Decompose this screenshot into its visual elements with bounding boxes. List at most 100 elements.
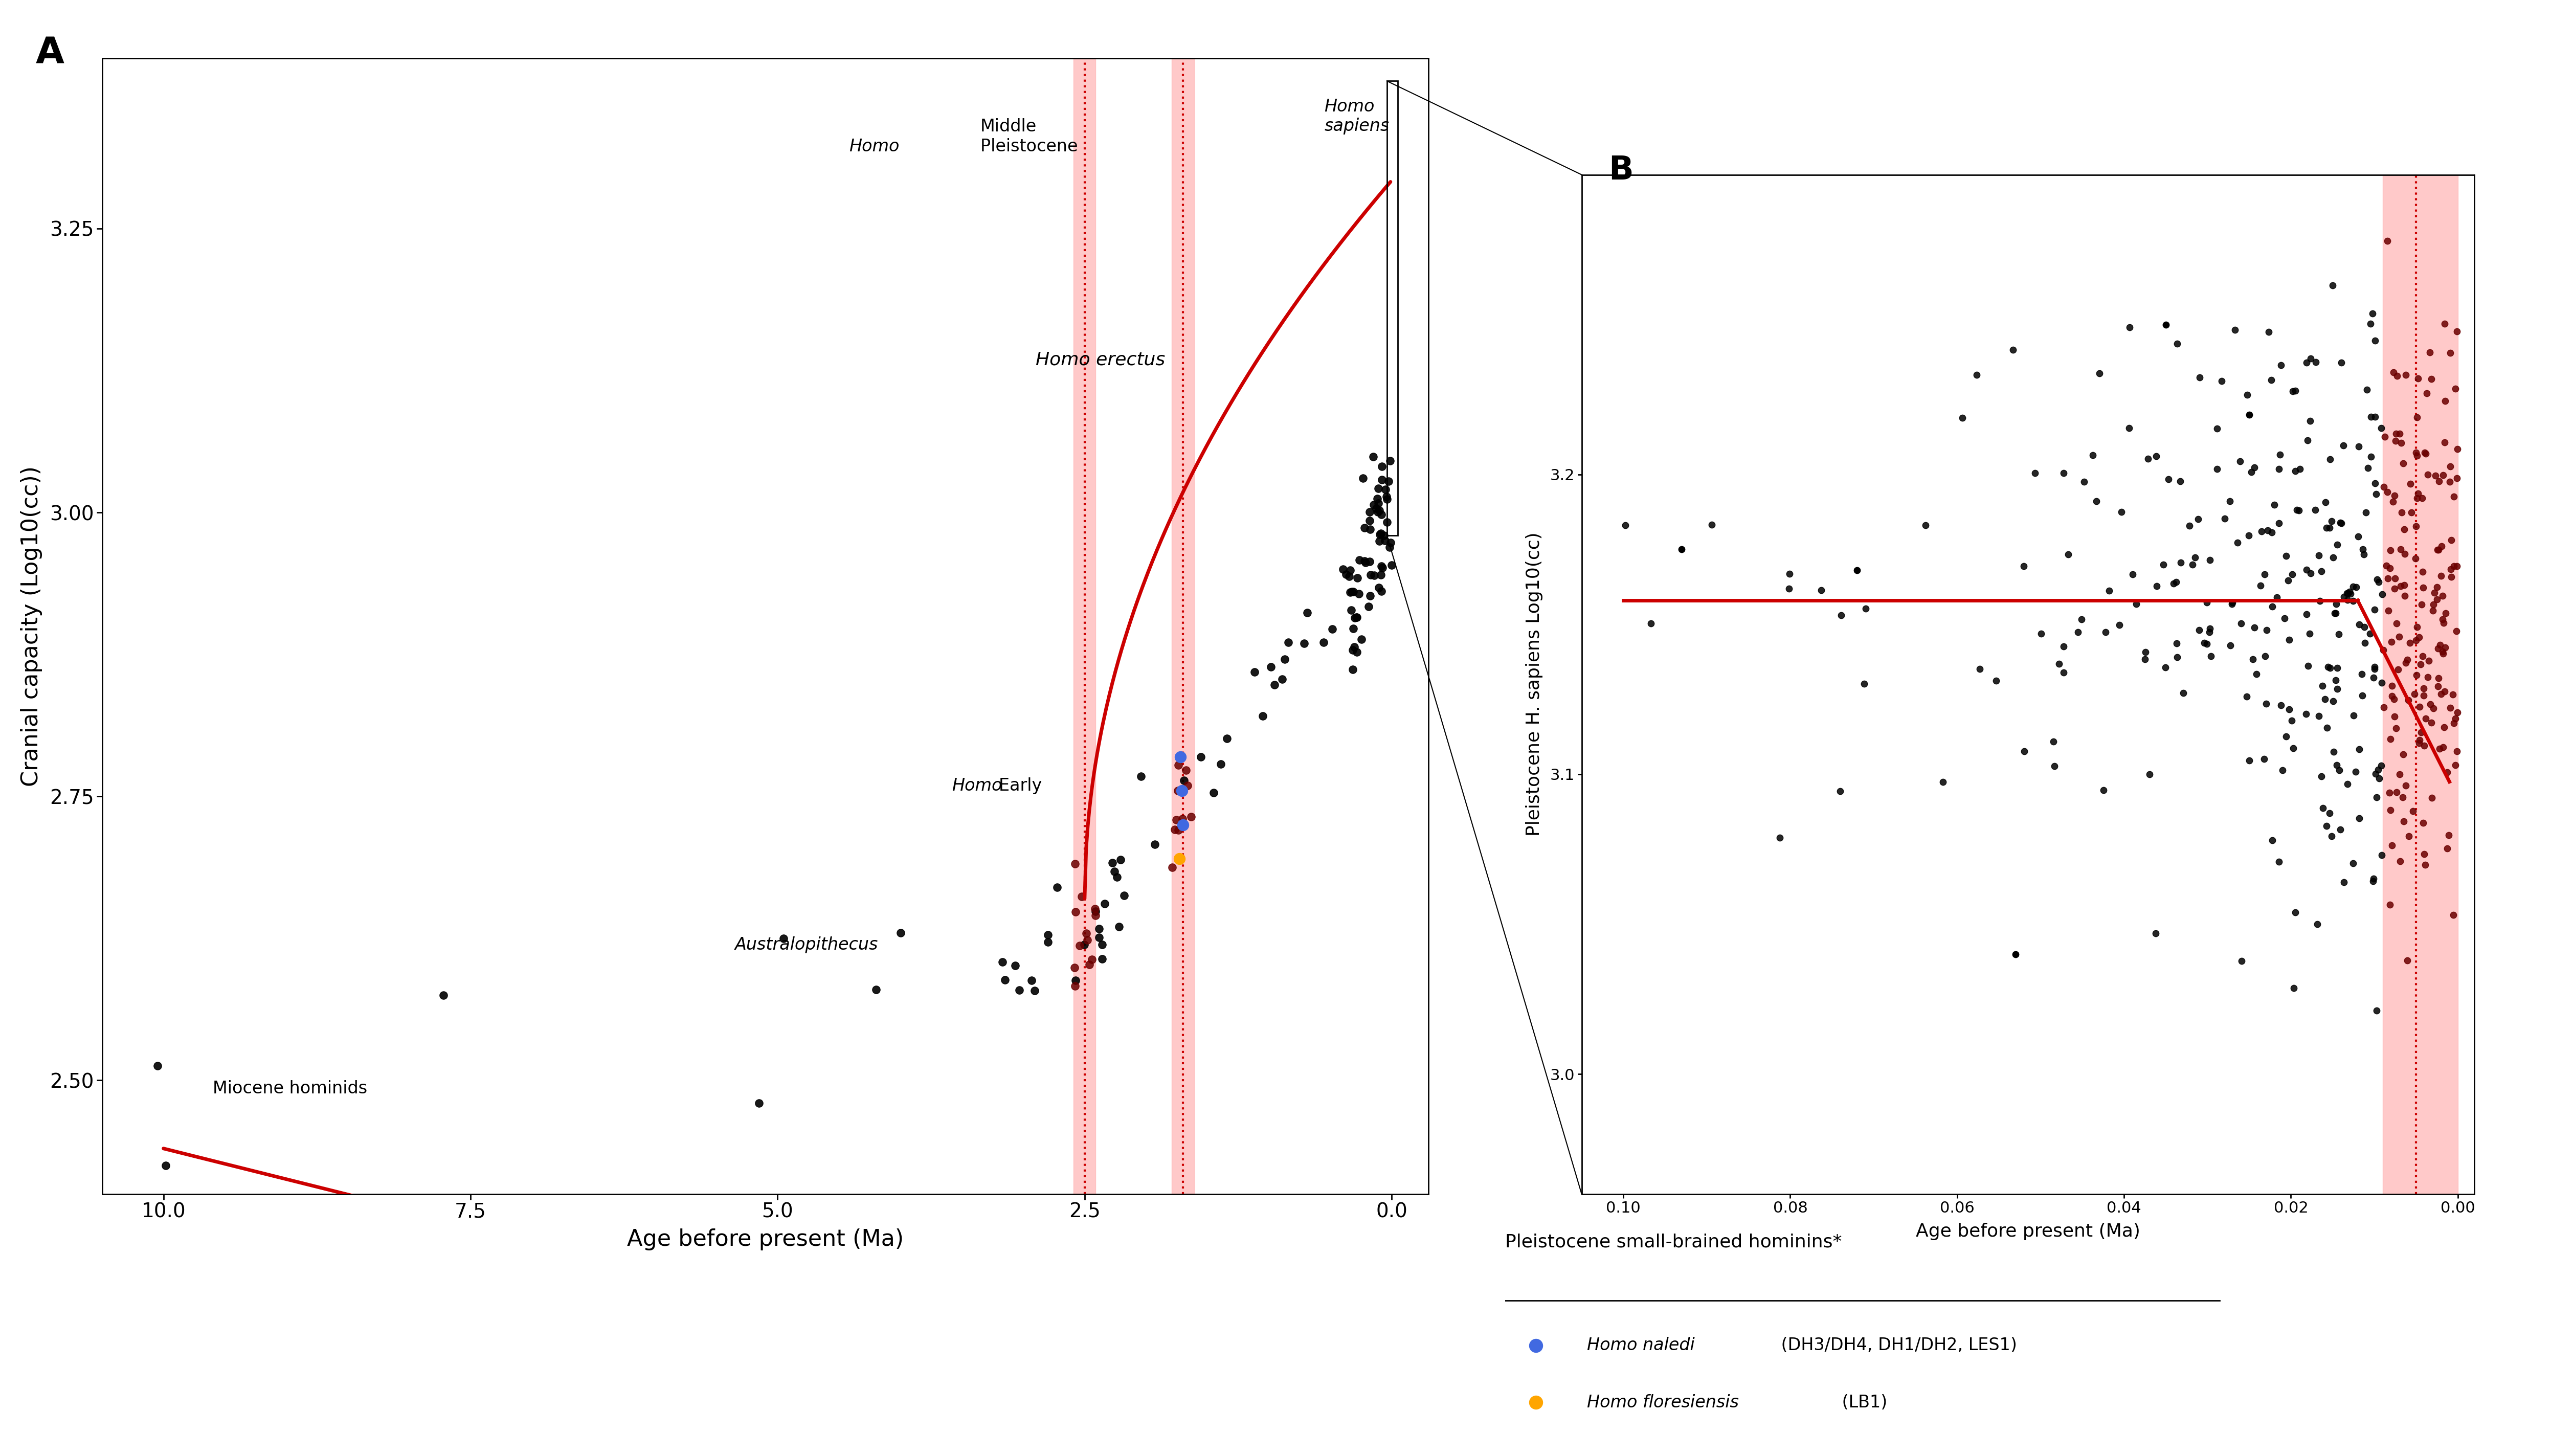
Text: A: A bbox=[36, 35, 64, 71]
Point bbox=[1158, 754, 1199, 778]
Point bbox=[1074, 900, 1115, 923]
Point bbox=[2263, 759, 2304, 782]
Point bbox=[2375, 483, 2416, 507]
Point bbox=[2301, 559, 2342, 582]
Point bbox=[1349, 563, 1390, 587]
Point bbox=[1360, 563, 1400, 587]
Point bbox=[1355, 496, 1395, 520]
Point bbox=[2434, 712, 2474, 735]
Point bbox=[1074, 897, 1115, 920]
Point bbox=[2291, 562, 2332, 585]
Point bbox=[2275, 379, 2316, 402]
Point bbox=[2245, 692, 2286, 715]
Point bbox=[2372, 684, 2413, 708]
Point bbox=[2390, 472, 2431, 495]
Point bbox=[2362, 671, 2403, 695]
Y-axis label: Pleistocene H. sapiens Log10(cc): Pleistocene H. sapiens Log10(cc) bbox=[1525, 533, 1543, 836]
Point bbox=[2393, 683, 2434, 706]
Point bbox=[2375, 566, 2416, 590]
Point bbox=[1370, 553, 1411, 577]
Point bbox=[2403, 677, 2444, 700]
Point bbox=[2431, 558, 2472, 581]
Point bbox=[2306, 716, 2347, 740]
Point bbox=[1311, 617, 1352, 641]
Point bbox=[2357, 786, 2398, 810]
Point bbox=[1054, 852, 1094, 875]
Point bbox=[2296, 913, 2337, 936]
Point bbox=[2421, 683, 2462, 706]
Point bbox=[2316, 668, 2357, 692]
Point bbox=[2189, 620, 2230, 644]
Point bbox=[1605, 514, 1645, 537]
Point bbox=[2418, 737, 2459, 760]
Point bbox=[2408, 463, 2449, 486]
Point bbox=[2355, 657, 2395, 680]
Point bbox=[2362, 843, 2403, 866]
Text: Pleistocene small-brained hominins*: Pleistocene small-brained hominins* bbox=[1505, 1233, 1842, 1251]
Point bbox=[2431, 565, 2472, 588]
Point bbox=[2349, 405, 2390, 428]
Point bbox=[982, 951, 1023, 974]
Point bbox=[2128, 447, 2168, 470]
Point bbox=[1365, 529, 1406, 552]
Point bbox=[2423, 612, 2464, 635]
Point bbox=[1166, 775, 1207, 798]
Point bbox=[2270, 562, 2311, 585]
Point bbox=[2406, 381, 2446, 405]
Point bbox=[1367, 470, 1408, 494]
Point bbox=[2370, 798, 2411, 821]
Point bbox=[1362, 555, 1403, 578]
Point bbox=[1995, 942, 2036, 965]
Point bbox=[2388, 689, 2429, 712]
Bar bbox=[1171, 58, 1194, 1194]
Text: Early: Early bbox=[997, 778, 1048, 795]
Point bbox=[1801, 578, 1842, 601]
Point bbox=[1349, 550, 1390, 574]
Point bbox=[2416, 464, 2457, 488]
Point bbox=[2232, 460, 2273, 483]
Point bbox=[2360, 754, 2400, 778]
Point bbox=[2304, 796, 2344, 820]
Point bbox=[2135, 444, 2176, 467]
Point bbox=[1235, 660, 1276, 683]
Point bbox=[2135, 575, 2176, 598]
Point bbox=[995, 954, 1036, 977]
Point bbox=[2436, 437, 2477, 460]
Point bbox=[2342, 684, 2383, 708]
Point bbox=[2227, 524, 2268, 547]
Point bbox=[2168, 514, 2209, 537]
Point bbox=[2196, 416, 2237, 440]
Point bbox=[1355, 563, 1395, 587]
Point bbox=[2408, 665, 2449, 689]
Point bbox=[2398, 695, 2439, 718]
Point bbox=[1906, 514, 1946, 537]
Point bbox=[2314, 740, 2355, 763]
Point bbox=[1360, 523, 1400, 546]
Point bbox=[2380, 537, 2421, 561]
Point bbox=[2235, 616, 2275, 639]
Point bbox=[1360, 530, 1400, 553]
Point bbox=[2352, 446, 2393, 469]
Point bbox=[2033, 754, 2074, 778]
Point bbox=[2375, 705, 2416, 728]
Point bbox=[2316, 657, 2357, 680]
Point bbox=[2436, 619, 2477, 642]
Point bbox=[2143, 553, 2184, 577]
Point bbox=[1821, 603, 1862, 626]
Point bbox=[1339, 549, 1380, 572]
Point bbox=[2265, 725, 2306, 748]
Point bbox=[2367, 598, 2408, 622]
Point bbox=[2411, 367, 2452, 390]
Point bbox=[1158, 818, 1199, 842]
Point bbox=[2125, 641, 2166, 664]
Point bbox=[2179, 619, 2219, 642]
Point bbox=[2362, 476, 2403, 499]
Bar bbox=[1074, 58, 1097, 1194]
Point bbox=[2418, 469, 2459, 492]
Point bbox=[1357, 499, 1398, 523]
Point bbox=[2406, 441, 2446, 464]
Point bbox=[1151, 856, 1191, 879]
Point bbox=[2189, 617, 2230, 641]
Point bbox=[2171, 553, 2212, 577]
Point bbox=[1105, 884, 1145, 907]
